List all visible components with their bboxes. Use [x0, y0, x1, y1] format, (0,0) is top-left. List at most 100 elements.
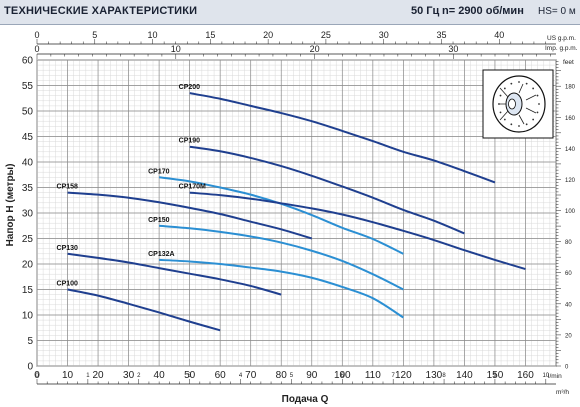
y-tick-label: 25 [22, 234, 34, 245]
m3h-tick-label: 0 [35, 373, 39, 379]
series-labels: CP100 CP130 CP132A CP150 CP158 CP170 CP170M CP1… [57, 84, 207, 287]
y-tick-label: 40 [22, 158, 34, 169]
usgpm-tick-label: 5 [92, 30, 97, 40]
impeller-dot [499, 94, 502, 97]
feet-tick-label: 180 [565, 85, 576, 91]
feet-tick-label: 80 [565, 240, 572, 246]
m3h-tick-label: 3 [188, 373, 192, 379]
x-tick-label: 90 [306, 370, 318, 381]
y-tick-label: 30 [22, 209, 34, 220]
x-axis-label: Подача Q [282, 394, 329, 405]
feet-tick-label: 120 [565, 178, 576, 184]
y-tick-label: 45 [22, 132, 34, 143]
m3h-tick-label: 4 [239, 373, 243, 379]
impeller-dot [503, 118, 506, 121]
x-tick-label: 30 [123, 370, 135, 381]
series-line-cp150 [159, 224, 404, 291]
m3h-tick-label: 6 [341, 373, 345, 379]
x-tick-label: 80 [276, 370, 288, 381]
impeller-dot [510, 82, 513, 85]
usgpm-tick-label: 20 [263, 30, 273, 40]
impgpm-tick-label: 30 [448, 44, 458, 54]
impeller-dot [503, 87, 506, 90]
header-title: ТЕХНИЧЕСКИЕ ХАРАКТЕРИСТИКИ [4, 5, 198, 17]
feet-tick-label: 140 [565, 147, 576, 153]
series-label-cp190: CP190 [179, 138, 201, 145]
usgpm-unit-label: US g.p.m. [547, 35, 576, 42]
m3h-axis: 0 1 2 3 4 5 6 7 8 9 10 [35, 373, 556, 385]
usgpm-tick-label: 0 [34, 30, 39, 40]
series-line-cp130 [67, 252, 282, 296]
usgpm-tick-label: 40 [494, 30, 504, 40]
y-tick-label: 50 [22, 107, 34, 118]
series-label-cp130: CP130 [57, 245, 79, 252]
series-label-cp170m: CP170M [179, 184, 206, 191]
x-tick-label: 130 [426, 370, 443, 381]
impeller-dot [510, 123, 513, 126]
feet-axis: 0 20 40 60 80 100 120 140 160 180 [556, 61, 576, 371]
m3h-tick-label: 7 [392, 373, 396, 379]
y-axis-label: Напор H (метры) [5, 164, 16, 247]
usgpm-tick-label: 10 [148, 30, 158, 40]
m3h-tick-label: 10 [542, 373, 549, 379]
x-tick-label: 120 [395, 370, 412, 381]
x-tick-label: 50 [184, 370, 196, 381]
impeller-dot [518, 81, 520, 83]
x-tick-label: 0 [34, 370, 40, 381]
impeller-dot [532, 118, 535, 121]
m3h-tick-label: 8 [442, 373, 446, 379]
impeller-dot [525, 82, 528, 85]
series-line-cp100 [67, 288, 221, 332]
x-axis: 0 10 20 30 40 50 60 70 80 90 100 110 120 130 140 150 160 [34, 370, 534, 381]
x-tick-label: 150 [487, 370, 504, 381]
top-axis: 0 5 10 15 20 25 30 35 400 10 20 30 [34, 30, 556, 59]
series-line-cp190 [189, 145, 465, 235]
y-tick-label: 15 [22, 285, 34, 296]
y-tick-label: 10 [22, 311, 34, 322]
x-tick-label: 60 [215, 370, 227, 381]
usgpm-tick-label: 35 [436, 30, 446, 40]
y-tick-label: 35 [22, 183, 34, 194]
m3h-tick-label: 9 [493, 373, 497, 379]
y-axis: 0 5 10 15 20 25 30 35 40 45 50 55 60 [22, 56, 34, 373]
y-tick-label: 0 [27, 362, 33, 373]
impeller-dot [532, 87, 535, 90]
impgpm-tick-label: 10 [171, 44, 181, 54]
feet-tick-label: 0 [565, 365, 569, 371]
y-tick-label: 20 [22, 260, 34, 271]
series-label-cp170: CP170 [148, 168, 170, 175]
header-hs: HS= 0 м [538, 6, 576, 17]
header-frequency: 50 Гц [411, 5, 440, 17]
series-line-cp170m [189, 191, 526, 271]
impgpm-tick-label: 20 [310, 44, 320, 54]
usgpm-tick-label: 25 [321, 30, 331, 40]
x-tick-label: 110 [365, 370, 381, 381]
header-speed: n= 2900 об/мин [442, 5, 524, 17]
feet-tick-label: 100 [565, 209, 576, 215]
chart-header: ТЕХНИЧЕСКИЕ ХАРАКТЕРИСТИКИ 50 Гц n= 2900… [0, 0, 580, 25]
series-line-cp132a [159, 258, 404, 319]
y-tick-label: 55 [22, 81, 34, 92]
series-label-cp158: CP158 [57, 184, 79, 191]
x-tick-label: 140 [456, 370, 473, 381]
feet-tick-label: 20 [565, 333, 572, 339]
usgpm-tick-label: 15 [205, 30, 215, 40]
y-tick-label: 60 [22, 56, 34, 67]
axis-labels: Напор H (метры) Подача Q l/min m³/h US g… [5, 35, 578, 405]
feet-tick-label: 40 [565, 302, 572, 308]
x-tick-label: 70 [245, 370, 257, 381]
y-tick-label: 5 [27, 336, 33, 347]
feet-unit-label: feet [563, 59, 574, 66]
impeller-dot [498, 103, 500, 105]
x-tick-label: 160 [517, 370, 534, 381]
series-label-cp132a: CP132A [148, 251, 174, 258]
grid-major [36, 59, 556, 367]
x-tick-label: 10 [62, 370, 74, 381]
feet-tick-label: 60 [565, 271, 572, 277]
series-line-cp200 [189, 92, 496, 184]
series-line-cp158 [67, 191, 313, 240]
impgpm-unit-label: Imp. g.p.m. [545, 45, 578, 52]
x-unit-label: l/min [548, 373, 562, 380]
m3h-tick-label: 5 [290, 373, 294, 379]
